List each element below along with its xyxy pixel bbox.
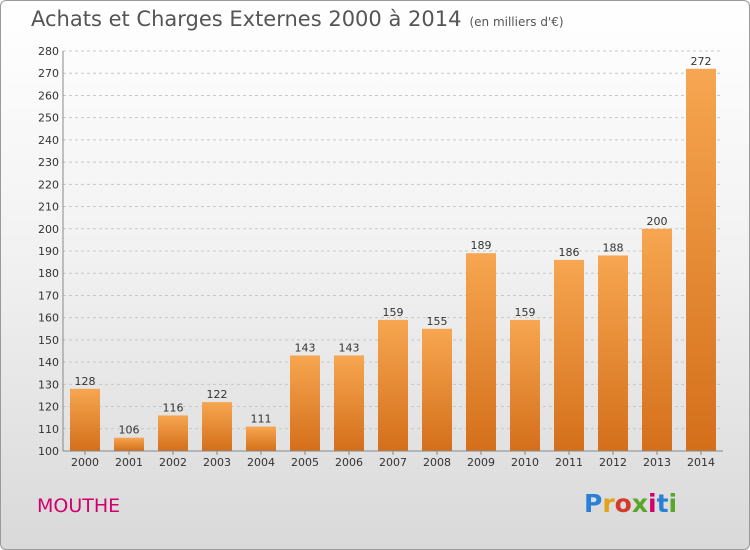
y-tick-label: 200 xyxy=(38,223,59,236)
bar xyxy=(334,355,364,451)
bar xyxy=(686,68,716,452)
y-tick-label: 160 xyxy=(38,312,59,325)
bar xyxy=(598,255,628,451)
x-tick-label: 2008 xyxy=(423,456,451,469)
bar-value-label: 128 xyxy=(75,375,96,388)
y-tick-label: 170 xyxy=(38,289,59,302)
y-tick-label: 120 xyxy=(38,401,59,414)
y-tick-label: 210 xyxy=(38,201,59,214)
bar-value-label: 159 xyxy=(515,306,536,319)
y-tick-label: 180 xyxy=(38,267,59,280)
proxiti-logo: Proxiti xyxy=(584,489,677,518)
y-tick-label: 110 xyxy=(38,423,59,436)
bar xyxy=(554,259,584,451)
x-tick-label: 2012 xyxy=(599,456,627,469)
x-tick-label: 2010 xyxy=(511,456,539,469)
bar-value-label: 159 xyxy=(383,306,404,319)
bar-value-label: 188 xyxy=(603,241,624,254)
bar-value-label: 189 xyxy=(471,239,492,252)
y-tick-label: 100 xyxy=(38,445,59,458)
bar-value-label: 122 xyxy=(207,388,228,401)
bar xyxy=(158,415,188,451)
bar-value-label: 116 xyxy=(163,401,184,414)
bar xyxy=(642,228,672,451)
bar xyxy=(378,319,408,451)
y-tick-label: 140 xyxy=(38,356,59,369)
y-tick-label: 270 xyxy=(38,67,59,80)
x-tick-label: 2007 xyxy=(379,456,407,469)
bar xyxy=(246,426,276,451)
logo-letter: P xyxy=(584,489,603,518)
x-tick-label: 2014 xyxy=(687,456,715,469)
town-name: MOUTHE xyxy=(37,495,121,517)
x-tick-label: 2003 xyxy=(203,456,231,469)
y-tick-label: 220 xyxy=(38,178,59,191)
x-tick-label: 2013 xyxy=(643,456,671,469)
bar xyxy=(510,319,540,451)
x-tick-label: 2000 xyxy=(71,456,99,469)
logo-letter: o xyxy=(614,489,632,518)
x-tick-label: 2002 xyxy=(159,456,187,469)
bar-value-label: 200 xyxy=(647,215,668,228)
bar-value-label: 106 xyxy=(119,424,140,437)
y-tick-label: 230 xyxy=(38,156,59,169)
logo-letter: i xyxy=(668,489,678,518)
y-tick-label: 190 xyxy=(38,245,59,258)
bar-value-label: 143 xyxy=(339,341,360,354)
logo-letter: x xyxy=(631,489,648,518)
logo-letter: t xyxy=(656,489,669,518)
bar xyxy=(466,253,496,451)
bar-value-label: 111 xyxy=(251,413,272,426)
chart-title: Achats et Charges Externes 2000 à 2014 (e… xyxy=(31,7,564,31)
chart-title-text: Achats et Charges Externes 2000 à 2014 xyxy=(31,7,462,31)
x-tick-label: 2006 xyxy=(335,456,363,469)
y-tick-label: 240 xyxy=(38,134,59,147)
bar xyxy=(290,355,320,451)
y-tick-label: 260 xyxy=(38,89,59,102)
x-tick-label: 2004 xyxy=(247,456,275,469)
bar xyxy=(202,402,232,451)
chart-subtitle: (en milliers d'€) xyxy=(469,15,564,29)
x-tick-label: 2001 xyxy=(115,456,143,469)
x-tick-label: 2011 xyxy=(555,456,583,469)
bar xyxy=(114,437,144,451)
logo-letter: r xyxy=(602,489,615,518)
bar xyxy=(422,328,452,451)
bar-value-label: 143 xyxy=(295,341,316,354)
y-tick-label: 280 xyxy=(38,45,59,58)
logo-letter: i xyxy=(648,489,657,518)
y-tick-label: 130 xyxy=(38,378,59,391)
bar-value-label: 186 xyxy=(559,246,580,259)
y-tick-label: 150 xyxy=(38,334,59,347)
bar-value-label: 272 xyxy=(691,55,712,68)
bar xyxy=(70,388,100,451)
bar-value-label: 155 xyxy=(427,315,448,328)
x-tick-label: 2009 xyxy=(467,456,495,469)
y-tick-label: 250 xyxy=(38,112,59,125)
x-tick-label: 2005 xyxy=(291,456,319,469)
